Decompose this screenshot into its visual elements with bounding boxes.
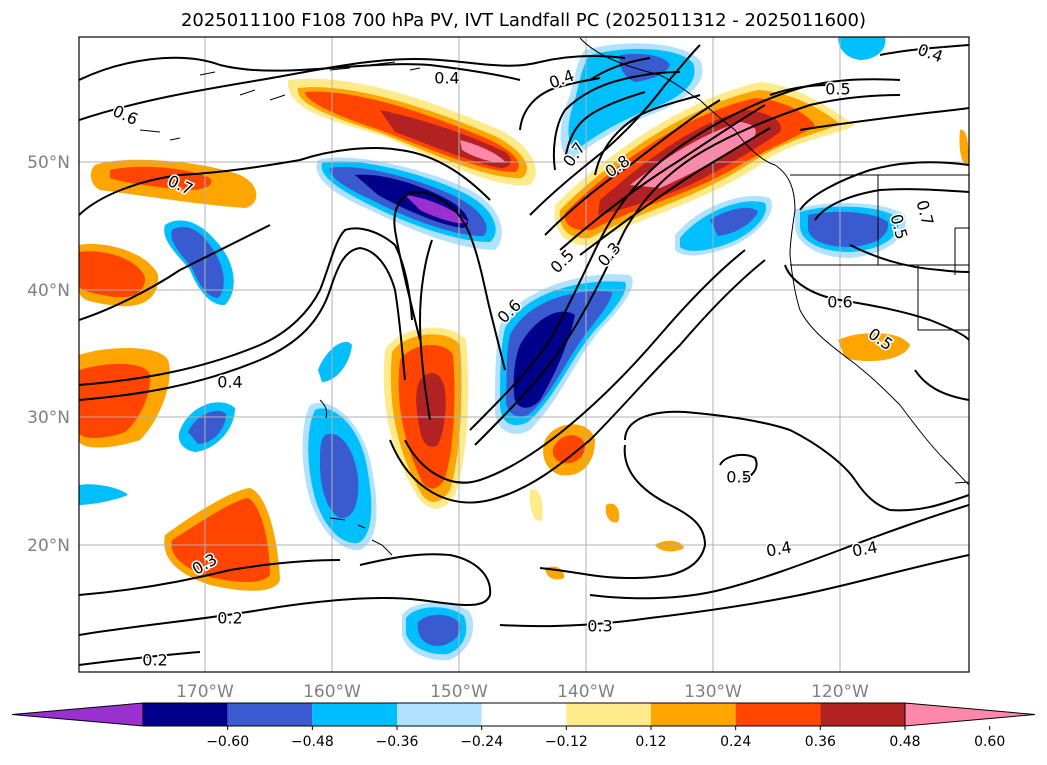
colorbar-tick-label: 0.60 bbox=[974, 734, 1005, 750]
lon-tick-label: 160°W bbox=[303, 682, 361, 702]
colorbar-swatch bbox=[566, 703, 651, 726]
colorbar-outline bbox=[142, 702, 906, 727]
colorbar-extend-min bbox=[11, 702, 144, 727]
colorbar-swatch bbox=[227, 703, 313, 726]
contour-label: 0.4 bbox=[915, 40, 945, 67]
lat-tick-label: 50°N bbox=[27, 153, 70, 173]
colorbar-tick-label: −0.60 bbox=[206, 734, 249, 750]
latitude-ticks: 50°N 40°N 30°N 20°N bbox=[27, 153, 70, 556]
colorbar-swatch bbox=[397, 703, 482, 726]
colorbar-swatch bbox=[481, 703, 567, 726]
north-america-coastline bbox=[579, 37, 969, 486]
colorbar-tick-label: 0.12 bbox=[635, 734, 666, 750]
colorbar-tick-label: −0.36 bbox=[376, 734, 419, 750]
colorbar-tick-label: −0.12 bbox=[545, 734, 588, 750]
colorbar-swatch bbox=[143, 703, 228, 726]
lat-tick-label: 30°N bbox=[27, 408, 70, 428]
colorbar-tick-label: −0.48 bbox=[291, 734, 334, 750]
contour-label: 0.7 bbox=[912, 198, 937, 228]
lat-tick-label: 40°N bbox=[27, 281, 70, 301]
contour-label: 0.5 bbox=[547, 246, 578, 277]
contour-label: 0.2 bbox=[217, 609, 242, 628]
colorbar-extend-max bbox=[904, 702, 1036, 727]
contour-label: 0.4 bbox=[434, 69, 459, 88]
lat-tick-label: 20°N bbox=[27, 536, 70, 556]
colorbar-tick-label: 0.48 bbox=[889, 734, 920, 750]
contour-label: 0.4 bbox=[851, 537, 879, 560]
colorbar-tick-label: 0.36 bbox=[805, 734, 836, 750]
longitude-ticks: 170°W 160°W 150°W 140°W 130°W 120°W bbox=[176, 682, 869, 702]
colorbar-swatch bbox=[651, 703, 736, 726]
graticule bbox=[79, 37, 969, 672]
colorbar-tick-label: −0.24 bbox=[460, 734, 503, 750]
contour-label: 0.6 bbox=[110, 101, 141, 129]
lon-tick-label: 150°W bbox=[430, 682, 488, 702]
coastlines bbox=[139, 37, 969, 556]
lon-tick-label: 170°W bbox=[176, 682, 234, 702]
map-frame bbox=[78, 36, 970, 673]
lon-tick-label: 120°W bbox=[811, 682, 869, 702]
contour-label: 0.4 bbox=[217, 373, 242, 392]
lon-tick-label: 140°W bbox=[557, 682, 615, 702]
colorbar-swatch bbox=[735, 703, 821, 726]
contour-label: 0.6 bbox=[827, 293, 852, 312]
contour-label: 0.5 bbox=[825, 80, 850, 99]
contour-label: 0.5 bbox=[726, 468, 751, 487]
colorbar-swatch bbox=[820, 703, 905, 726]
colorbar: −0.60 −0.48 −0.36 −0.24 −0.12 0.12 0.24 0.36 0.4… bbox=[11, 702, 1036, 750]
map-title: 2025011100 F108 700 hPa PV, IVT Landfall… bbox=[180, 10, 867, 31]
lon-tick-label: 130°W bbox=[684, 682, 742, 702]
contour-label: 0.4 bbox=[765, 537, 793, 560]
contour-label: 0.2 bbox=[142, 651, 167, 670]
pc-shading bbox=[79, 37, 969, 661]
colorbar-tick-label: 0.24 bbox=[720, 734, 751, 750]
colorbar-swatch bbox=[312, 703, 397, 726]
pv-contours bbox=[79, 44, 969, 666]
contour-label: 0.3 bbox=[587, 617, 612, 636]
